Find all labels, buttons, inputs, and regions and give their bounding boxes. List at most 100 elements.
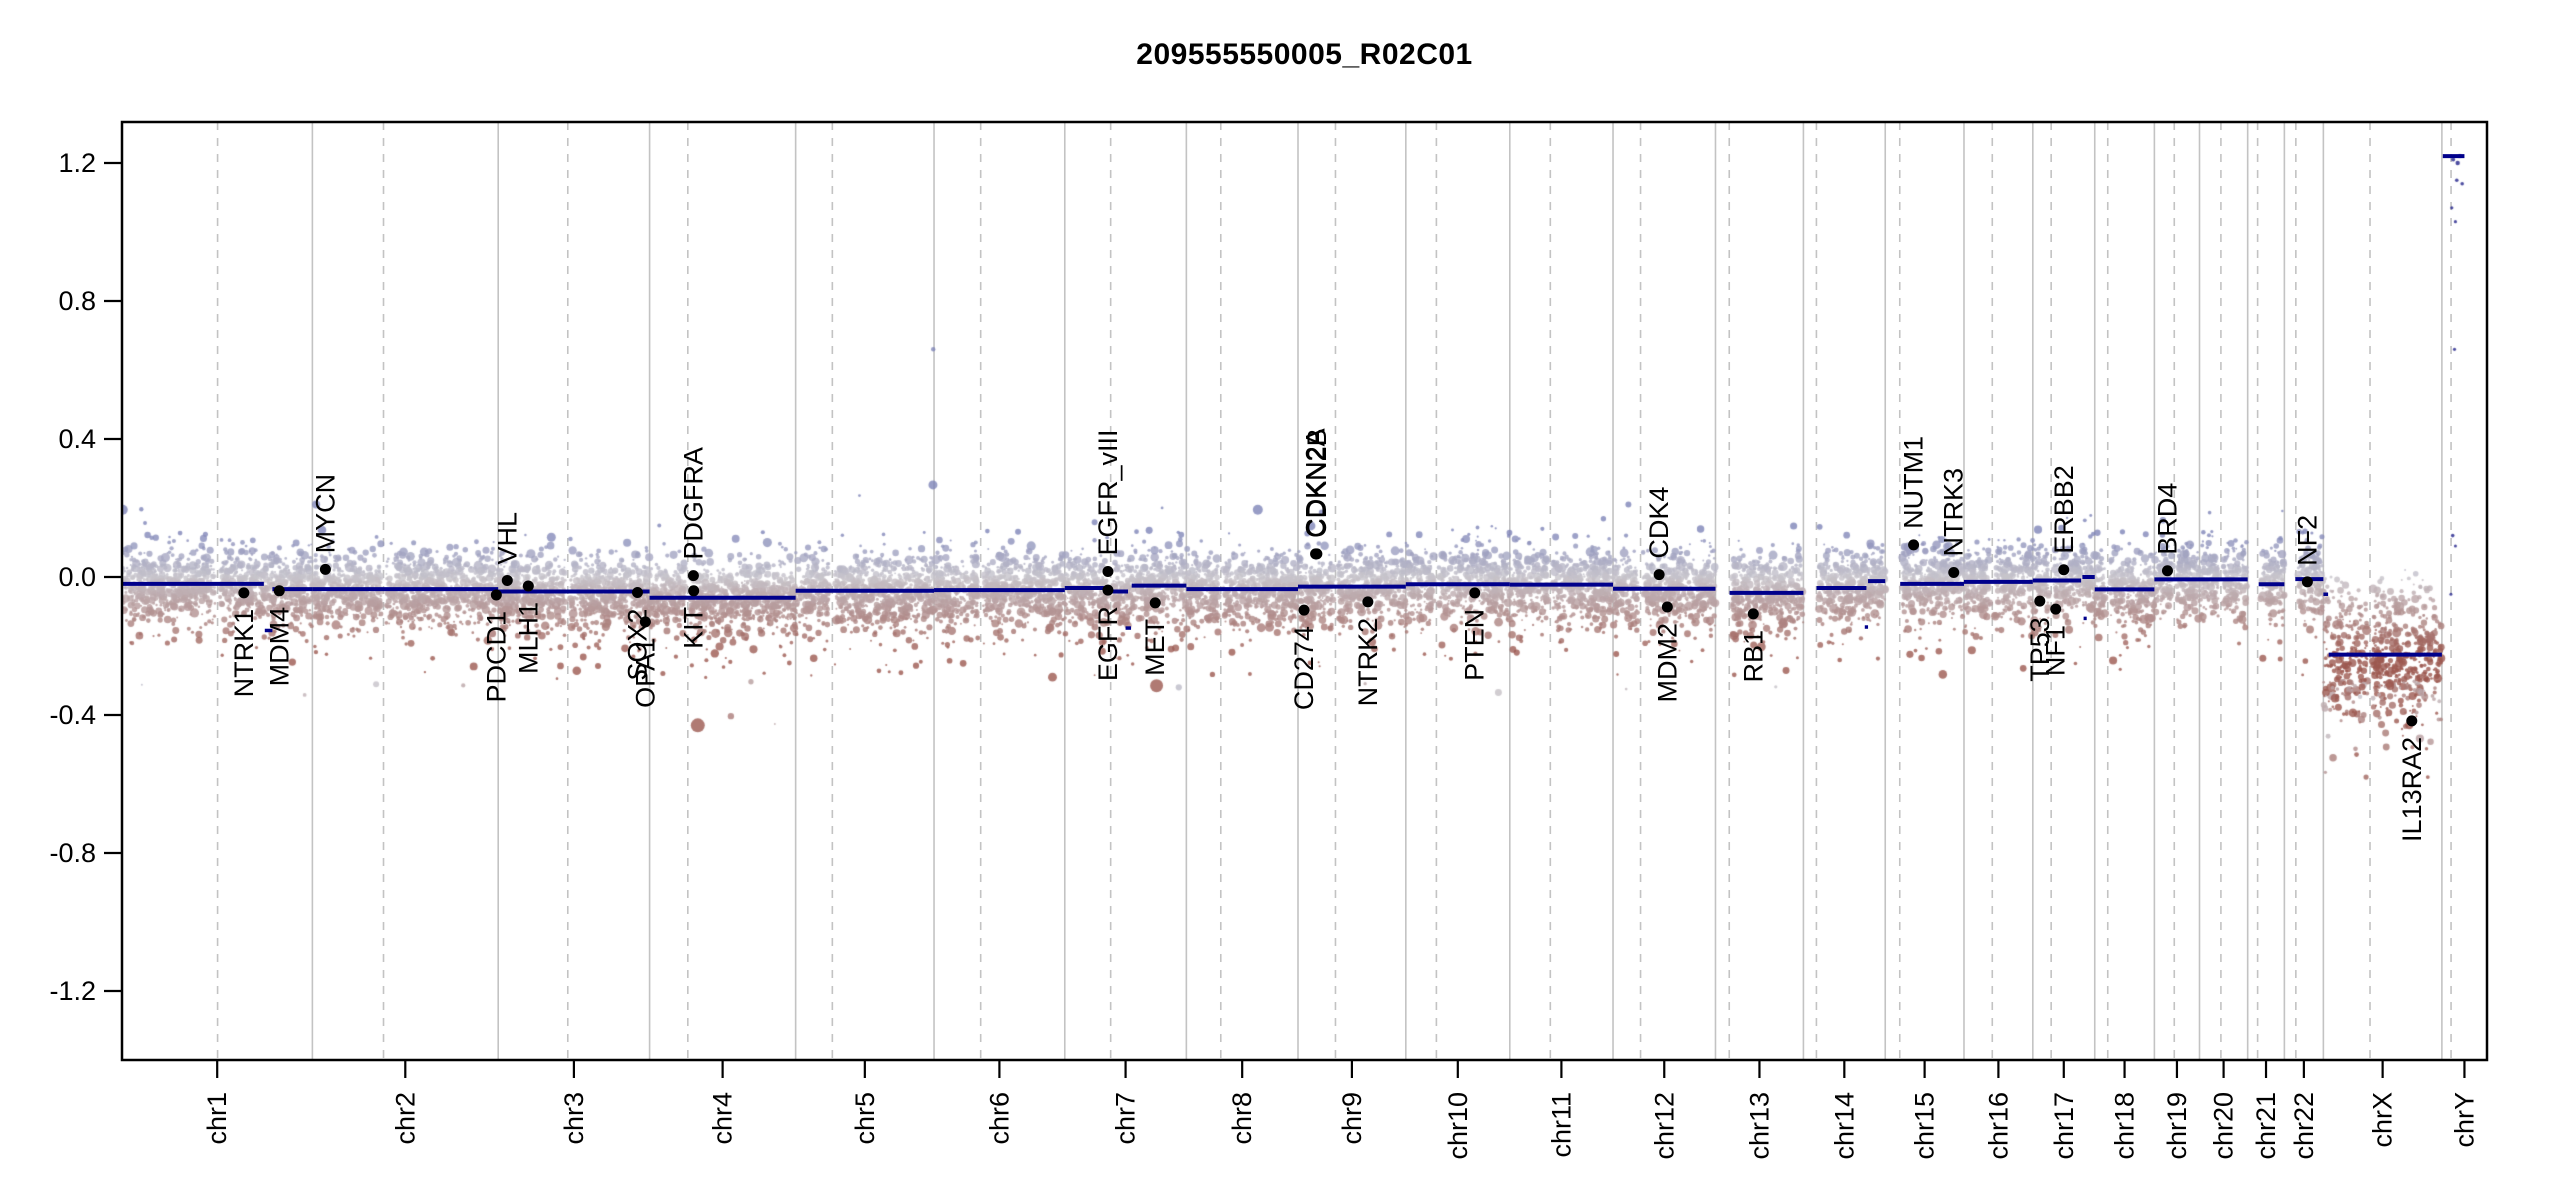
x-axis-label-chrX: chrX <box>2368 1092 2398 1148</box>
gene-label: NF2 <box>2292 515 2322 566</box>
gene-label: MLH1 <box>513 602 543 674</box>
gene-marker-dot <box>501 574 513 586</box>
x-axis-label-chr7: chr7 <box>1111 1092 1141 1145</box>
gene-label: ERBB2 <box>2049 465 2079 554</box>
gene-label: IL13RA2 <box>2397 737 2427 842</box>
x-axis-label-chr19: chr19 <box>2162 1092 2192 1160</box>
y-axis-tick-label: 1.2 <box>58 148 96 178</box>
gene-label: PTEN <box>1460 609 1490 681</box>
gene-marker-dot <box>238 587 250 599</box>
gene-annotation-NF2: NF2 <box>2292 515 2322 588</box>
x-axis-label-chr20: chr20 <box>2209 1092 2239 1160</box>
gene-annotation-MET: MET <box>1140 597 1170 676</box>
gene-annotation-IL13RA2: IL13RA2 <box>2397 715 2427 842</box>
gene-marker-dot <box>631 587 643 599</box>
gene-marker-dot <box>1948 567 1960 579</box>
x-axis-label-chr5: chr5 <box>850 1092 880 1145</box>
x-axis-label-chr16: chr16 <box>1983 1092 2013 1160</box>
gene-annotation-CDKN2A: CDKN2A <box>1301 428 1331 560</box>
gene-label: MDM4 <box>264 607 294 687</box>
gene-label: MDM2 <box>1652 623 1682 703</box>
gene-marker-dot <box>273 585 285 597</box>
gene-annotation-CDK4: CDK4 <box>1644 487 1674 581</box>
gene-label: NUTM1 <box>1899 436 1929 529</box>
gene-marker-dot <box>639 616 651 628</box>
gene-label: NTRK2 <box>1353 618 1383 707</box>
gene-annotation-VHL: VHL <box>492 512 522 586</box>
gene-marker-dot <box>1362 596 1374 608</box>
gene-marker-dot <box>2161 565 2173 577</box>
gene-marker-dot <box>688 585 700 597</box>
gene-marker-dot <box>2058 564 2070 576</box>
gene-annotation-EGFR: EGFR <box>1093 584 1123 681</box>
gene-annotation-MYCN: MYCN <box>310 474 340 575</box>
gene-label: MYCN <box>310 474 340 554</box>
gene-annotation-CD274: CD274 <box>1289 604 1319 710</box>
gene-label: NTRK1 <box>229 609 259 698</box>
gene-marker-dot <box>1102 584 1114 596</box>
gene-annotation-PDGFRA: PDGFRA <box>678 447 708 582</box>
plot-border <box>120 120 2489 1062</box>
gene-marker-dot <box>1298 604 1310 616</box>
gene-label: RB1 <box>1738 630 1768 683</box>
x-axis-label-chr9: chr9 <box>1337 1092 1367 1145</box>
gene-marker-dot <box>1102 565 1114 577</box>
x-axis-label-chr14: chr14 <box>1829 1092 1859 1160</box>
gene-annotation-NTRK3: NTRK3 <box>1939 468 1969 579</box>
gene-annotation-NTRK1: NTRK1 <box>229 587 259 697</box>
y-axis-tick-label: 0.4 <box>58 424 96 454</box>
x-axis-label-chrY: chrY <box>2449 1092 2479 1148</box>
gene-annotation-NF1: NF1 <box>2041 603 2071 676</box>
gene-label: EGFR_vIII <box>1093 429 1123 555</box>
gene-marker-dot <box>1908 539 1920 551</box>
x-axis-label-chr15: chr15 <box>1910 1092 1940 1160</box>
gene-label: OPA1 <box>630 638 660 708</box>
y-axis-tick-label: -0.4 <box>49 700 96 730</box>
gene-marker-dot <box>319 563 331 575</box>
gene-annotation-MLH1: MLH1 <box>513 580 543 674</box>
gene-label: MET <box>1140 619 1170 676</box>
gene-marker-dot <box>687 570 699 582</box>
y-axis-tick-label: -0.8 <box>49 838 96 868</box>
y-axis-tick-label: -1.2 <box>49 976 96 1006</box>
gene-label: NF1 <box>2041 625 2071 676</box>
gene-annotation-MDM2: MDM2 <box>1652 601 1682 703</box>
gene-marker-dot <box>490 589 502 601</box>
y-axis-tick-label: 0.0 <box>58 562 96 592</box>
x-axis-label-chr11: chr11 <box>1546 1092 1576 1158</box>
gene-label: BRD4 <box>2152 483 2182 555</box>
gene-label: NTRK3 <box>1939 468 1969 557</box>
x-axis-label-chr8: chr8 <box>1227 1092 1257 1145</box>
x-axis-label-chr21: chr21 <box>2251 1092 2281 1160</box>
gene-annotation-MDM4: MDM4 <box>264 585 294 686</box>
gene-annotation-NTRK2: NTRK2 <box>1353 596 1383 706</box>
gene-label: PDGFRA <box>678 447 708 560</box>
gene-label: CDKN2A <box>1301 428 1331 538</box>
gene-annotation-OPA1: OPA1 <box>630 616 660 708</box>
gene-label: VHL <box>492 512 522 565</box>
gene-label: EGFR <box>1093 606 1123 681</box>
gene-marker-dot <box>2050 603 2062 615</box>
gene-annotation-ERBB2: ERBB2 <box>2049 465 2079 576</box>
gene-marker-dot <box>1469 587 1481 599</box>
gene-annotation-PDCD1: PDCD1 <box>481 589 511 702</box>
x-axis-label-chr17: chr17 <box>2049 1092 2079 1160</box>
gene-label: PDCD1 <box>481 611 511 703</box>
gene-marker-dot <box>1311 548 1323 560</box>
x-axis-label-chr2: chr2 <box>390 1092 420 1145</box>
gene-annotation-NUTM1: NUTM1 <box>1899 436 1929 551</box>
gene-marker-dot <box>1747 608 1759 620</box>
gene-label: CD274 <box>1289 626 1319 710</box>
gene-marker-dot <box>2301 576 2313 588</box>
gene-annotation-PTEN: PTEN <box>1460 587 1490 681</box>
x-axis-label-chr10: chr10 <box>1443 1092 1473 1160</box>
x-axis-label-chr4: chr4 <box>708 1092 738 1145</box>
gene-label: CDKN2B <box>1302 428 1332 538</box>
gene-annotation-EGFR_vIII: EGFR_vIII <box>1093 429 1123 577</box>
gene-marker-dot <box>2034 595 2046 607</box>
gene-annotation-RB1: RB1 <box>1738 608 1768 682</box>
gene-marker-dot <box>2406 715 2418 727</box>
